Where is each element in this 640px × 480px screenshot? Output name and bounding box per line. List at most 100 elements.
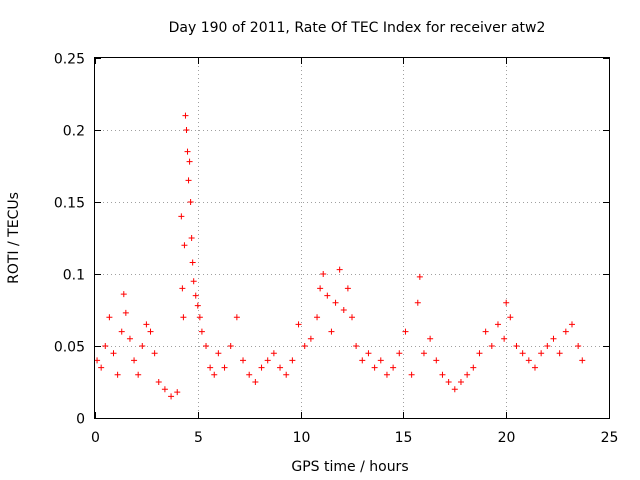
y-tick-label: 0.25 bbox=[54, 52, 85, 68]
data-point bbox=[114, 371, 121, 378]
data-point bbox=[332, 299, 339, 306]
data-point bbox=[314, 314, 321, 321]
data-point bbox=[501, 335, 508, 342]
data-point bbox=[427, 335, 434, 342]
data-point bbox=[221, 364, 228, 371]
data-point bbox=[187, 199, 194, 205]
data-point bbox=[207, 364, 214, 371]
y-tick-label: 0.15 bbox=[54, 196, 85, 212]
data-point bbox=[550, 335, 557, 342]
x-tick-label: 25 bbox=[601, 430, 619, 446]
data-point bbox=[503, 299, 510, 306]
axis-ticks bbox=[95, 58, 610, 419]
data-point bbox=[183, 127, 190, 133]
data-point bbox=[211, 371, 218, 378]
data-point bbox=[320, 271, 327, 277]
data-point bbox=[359, 357, 366, 364]
data-point bbox=[246, 371, 253, 378]
data-point bbox=[445, 379, 452, 385]
y-tick-labels: 0 0.05 0.1 0.15 0.2 0.25 bbox=[54, 52, 85, 428]
data-point bbox=[579, 357, 586, 364]
data-point bbox=[494, 321, 501, 328]
data-point bbox=[233, 314, 240, 321]
y-tick-label: 0 bbox=[76, 412, 85, 428]
data-point bbox=[196, 314, 203, 321]
data-point bbox=[482, 328, 489, 335]
data-point bbox=[307, 335, 314, 342]
data-point bbox=[295, 321, 302, 328]
data-point bbox=[476, 350, 483, 357]
data-point bbox=[139, 343, 146, 349]
data-point bbox=[507, 314, 514, 321]
data-point bbox=[349, 314, 355, 321]
data-point bbox=[174, 389, 181, 396]
data-point bbox=[194, 302, 201, 309]
data-point bbox=[365, 350, 372, 357]
data-point bbox=[289, 357, 296, 364]
data-point bbox=[464, 371, 471, 378]
data-point bbox=[408, 371, 415, 378]
data-point bbox=[98, 364, 105, 371]
y-tick-label: 0.1 bbox=[63, 268, 85, 284]
data-point bbox=[185, 177, 192, 184]
data-point bbox=[283, 371, 290, 378]
x-tick-labels: 0 5 10 15 20 25 bbox=[91, 430, 618, 446]
data-point bbox=[143, 321, 150, 328]
data-point bbox=[102, 343, 109, 349]
data-point bbox=[439, 371, 446, 378]
data-point bbox=[131, 357, 138, 364]
data-point bbox=[198, 328, 205, 335]
data-point bbox=[344, 285, 351, 292]
data-point bbox=[519, 350, 526, 357]
data-point bbox=[371, 364, 378, 371]
y-tick-label: 0.05 bbox=[54, 340, 85, 356]
plot-frame bbox=[94, 57, 610, 419]
data-point bbox=[161, 386, 168, 393]
x-axis-label: GPS time / hours bbox=[291, 459, 408, 475]
data-point bbox=[178, 213, 185, 220]
data-point bbox=[252, 379, 259, 385]
data-point bbox=[179, 285, 186, 292]
data-point bbox=[147, 328, 154, 335]
chart-title: Day 190 of 2011, Rate Of TEC Index for r… bbox=[169, 20, 546, 36]
data-point bbox=[277, 364, 284, 371]
data-point bbox=[470, 364, 477, 371]
data-point bbox=[340, 307, 347, 313]
data-point bbox=[457, 379, 464, 385]
data-point bbox=[120, 291, 127, 298]
data-point bbox=[188, 235, 195, 241]
data-point bbox=[531, 364, 538, 371]
data-point bbox=[568, 321, 575, 328]
data-point bbox=[301, 343, 308, 349]
x-tick-label: 15 bbox=[395, 430, 413, 446]
data-point bbox=[168, 393, 175, 400]
data-point bbox=[182, 112, 189, 119]
data-point bbox=[122, 309, 129, 316]
data-point bbox=[215, 350, 222, 357]
data-point bbox=[383, 371, 390, 378]
data-point bbox=[126, 335, 133, 342]
data-point bbox=[538, 350, 545, 357]
data-point bbox=[155, 379, 162, 385]
y-tick-label: 0.2 bbox=[63, 124, 85, 140]
data-point bbox=[525, 357, 532, 364]
data-point bbox=[181, 242, 188, 249]
data-point bbox=[420, 350, 427, 357]
data-point bbox=[390, 364, 397, 371]
data-point bbox=[203, 343, 210, 349]
data-point bbox=[317, 285, 324, 292]
data-point bbox=[118, 328, 125, 335]
grid-lines bbox=[95, 58, 609, 418]
x-tick-label: 5 bbox=[194, 430, 203, 446]
x-tick-label: 0 bbox=[91, 430, 100, 446]
data-point bbox=[433, 357, 440, 364]
data-point bbox=[488, 343, 495, 349]
data-points bbox=[94, 112, 586, 400]
data-point bbox=[353, 343, 360, 349]
data-point bbox=[575, 343, 582, 349]
data-point bbox=[328, 328, 335, 335]
data-point bbox=[186, 158, 193, 165]
data-point bbox=[451, 386, 458, 393]
data-point bbox=[258, 364, 265, 371]
data-point bbox=[396, 350, 403, 357]
